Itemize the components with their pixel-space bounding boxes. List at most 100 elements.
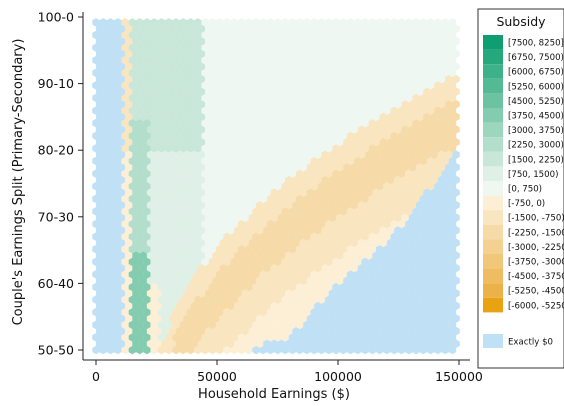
hex-cell bbox=[266, 244, 275, 254]
hex-cell bbox=[281, 131, 289, 141]
hex-cell bbox=[219, 339, 228, 348]
hex-cell bbox=[354, 43, 362, 52]
hex-cell bbox=[157, 131, 166, 141]
hex-cell bbox=[117, 263, 126, 273]
hex-cell bbox=[405, 282, 413, 292]
hex-cell bbox=[223, 194, 231, 204]
hex-cell bbox=[357, 37, 366, 46]
hex-cell bbox=[397, 68, 406, 78]
hex-cell bbox=[248, 74, 257, 84]
hex-cell bbox=[452, 175, 460, 185]
hex-cell bbox=[208, 93, 217, 103]
hex-cell bbox=[419, 244, 428, 254]
hex-cell bbox=[132, 188, 140, 197]
hex-cell bbox=[205, 289, 213, 298]
hex-cell bbox=[143, 345, 151, 355]
hex-cell bbox=[128, 93, 137, 103]
hex-cell bbox=[303, 169, 311, 178]
hex-cell bbox=[401, 24, 409, 33]
hex-cell bbox=[419, 295, 428, 304]
hex-cell bbox=[205, 163, 213, 172]
hex-cell bbox=[376, 18, 384, 27]
hex-cell bbox=[379, 251, 388, 260]
hex-cell bbox=[361, 244, 369, 254]
hex-cell bbox=[219, 62, 228, 71]
hex-cell bbox=[314, 137, 322, 147]
hex-cell bbox=[205, 100, 213, 109]
hex-cell bbox=[255, 263, 264, 273]
hex-cell bbox=[397, 219, 406, 229]
hex-cell bbox=[215, 131, 224, 141]
hex-cell bbox=[285, 251, 293, 260]
hex-cell bbox=[365, 37, 373, 46]
hex-cell bbox=[292, 326, 300, 336]
hex-cell bbox=[179, 30, 188, 40]
hex-cell bbox=[288, 131, 297, 141]
hex-cell bbox=[190, 251, 198, 260]
hex-cell bbox=[299, 62, 308, 71]
hex-cell bbox=[325, 81, 333, 90]
hex-cell bbox=[165, 169, 173, 178]
hex-cell bbox=[332, 345, 340, 355]
legend-swatch bbox=[483, 297, 503, 313]
hex-cell bbox=[165, 345, 173, 355]
hex-cell bbox=[386, 289, 395, 298]
hex-cell bbox=[412, 30, 420, 40]
hex-cell bbox=[255, 163, 264, 172]
hex-cell bbox=[317, 194, 326, 204]
hex-cell bbox=[430, 37, 438, 46]
hex-cell bbox=[172, 219, 180, 229]
hex-cell bbox=[376, 169, 384, 178]
hex-cell bbox=[183, 251, 191, 260]
hex-cell bbox=[197, 49, 206, 59]
hex-cell bbox=[274, 232, 282, 241]
hex-cell bbox=[241, 150, 249, 159]
hex-cell bbox=[219, 74, 228, 84]
hex-cell bbox=[92, 295, 100, 304]
hex-cell bbox=[103, 238, 111, 248]
hex-cell bbox=[354, 181, 362, 191]
hex-cell bbox=[139, 37, 147, 46]
hex-cell bbox=[303, 345, 311, 355]
hex-cell bbox=[95, 263, 104, 273]
hex-cell bbox=[215, 295, 224, 304]
hex-cell bbox=[234, 213, 242, 222]
hex-cell bbox=[237, 270, 246, 279]
hex-cell bbox=[146, 326, 155, 336]
hex-cell bbox=[103, 200, 111, 210]
hex-cell bbox=[306, 62, 315, 71]
hex-cell bbox=[292, 112, 300, 122]
hex-cell bbox=[186, 93, 195, 103]
hex-cell bbox=[114, 333, 122, 342]
hex-cell bbox=[306, 112, 315, 122]
hex-cell bbox=[248, 339, 257, 348]
hex-cell bbox=[335, 137, 344, 147]
hex-cell bbox=[146, 175, 155, 185]
hex-cell bbox=[361, 333, 369, 342]
hex-cell bbox=[146, 24, 155, 33]
hex-cell bbox=[335, 74, 344, 84]
hex-cell bbox=[201, 295, 209, 304]
hex-cell bbox=[394, 175, 402, 185]
hex-cell bbox=[376, 194, 384, 204]
hex-cell bbox=[179, 333, 188, 342]
hex-cell bbox=[208, 55, 217, 65]
hex-cell bbox=[259, 345, 268, 355]
hex-cell bbox=[437, 74, 446, 84]
hex-cell bbox=[150, 18, 158, 27]
hex-cell bbox=[343, 37, 351, 46]
hex-cell bbox=[215, 307, 224, 317]
hex-cell bbox=[401, 175, 409, 185]
hex-cell bbox=[208, 156, 217, 166]
hex-cell bbox=[183, 188, 191, 197]
hex-cell bbox=[434, 307, 442, 317]
hex-cell bbox=[281, 55, 289, 65]
hex-cell bbox=[215, 320, 224, 330]
legend-swatch bbox=[483, 195, 503, 211]
hex-cell bbox=[281, 207, 289, 216]
hex-cell bbox=[197, 74, 206, 84]
hex-cell bbox=[328, 289, 337, 298]
hex-cell bbox=[408, 339, 417, 348]
hex-cell bbox=[172, 55, 180, 65]
hex-cell bbox=[452, 150, 460, 159]
